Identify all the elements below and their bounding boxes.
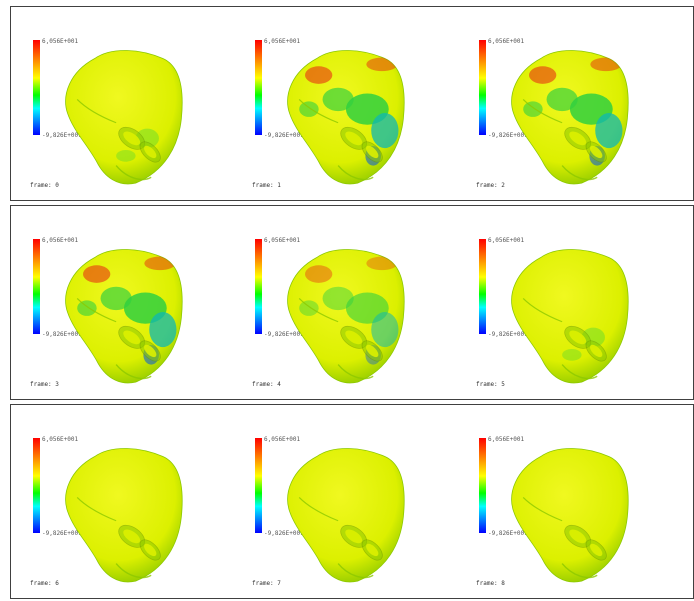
heart-surface-render: [65, 448, 183, 583]
colorbar-max-label: 6,056E+001: [42, 237, 79, 244]
frame-panel: 6,056E+001 -9,826E+001 frame: 7: [233, 405, 461, 598]
frame-label: frame: 8: [476, 580, 505, 587]
heart-surface-render: [65, 50, 183, 185]
frame-label: frame: 5: [476, 381, 505, 388]
frame-row-1: 6,056E+001 -9,826E+001 frame: 0 6,056E+0…: [10, 6, 694, 201]
colorbar-min-label: -9,826E+001: [42, 331, 82, 338]
colorbar-legend: [33, 239, 40, 334]
frame-panel: 6,056E+001 -9,826E+001 frame: 0: [11, 7, 239, 200]
colorbar-max-label: 6,056E+001: [42, 38, 79, 45]
frame-row-2: 6,056E+001 -9,826E+001 frame: 3 6,056E+0…: [10, 205, 694, 400]
frame-label: frame: 6: [30, 580, 59, 587]
frame-panel: 6,056E+001 -9,826E+001 frame: 6: [11, 405, 239, 598]
heart-surface-render: [511, 50, 629, 185]
frame-label: frame: 3: [30, 381, 59, 388]
colorbar-min-label: -9,826E+001: [264, 132, 304, 139]
colorbar-min-label: -9,826E+001: [264, 331, 304, 338]
heart-surface-render: [287, 448, 405, 583]
heart-surface-render: [287, 249, 405, 384]
colorbar-legend: [479, 40, 486, 135]
colorbar-legend: [479, 438, 486, 533]
heart-surface-render: [511, 448, 629, 583]
frame-panel: 6,056E+001 -9,826E+001 frame: 4: [233, 206, 461, 399]
colorbar-legend: [255, 40, 262, 135]
heart-surface-render: [287, 50, 405, 185]
frame-panel: 6,056E+001 -9,826E+001 frame: 1: [233, 7, 461, 200]
colorbar-max-label: 6,056E+001: [488, 436, 525, 443]
frame-panel: 6,056E+001 -9,826E+001 frame: 2: [457, 7, 685, 200]
colorbar-max-label: 6,056E+001: [264, 436, 301, 443]
colorbar-max-label: 6,056E+001: [488, 38, 525, 45]
heart-surface-render: [65, 249, 183, 384]
colorbar-legend: [255, 239, 262, 334]
frame-label: frame: 2: [476, 182, 505, 189]
frame-row-3: 6,056E+001 -9,826E+001 frame: 6 6,056E+0…: [10, 404, 694, 599]
frame-label: frame: 1: [252, 182, 281, 189]
colorbar-min-label: -9,826E+001: [264, 530, 304, 537]
colorbar-legend: [33, 40, 40, 135]
colorbar-min-label: -9,826E+001: [42, 132, 82, 139]
colorbar-min-label: -9,826E+001: [488, 132, 528, 139]
frame-panel: 6,056E+001 -9,826E+001 frame: 5: [457, 206, 685, 399]
colorbar-legend: [479, 239, 486, 334]
frame-panel: 6,056E+001 -9,826E+001 frame: 3: [11, 206, 239, 399]
colorbar-max-label: 6,056E+001: [488, 237, 525, 244]
frame-panel: 6,056E+001 -9,826E+001 frame: 8: [457, 405, 685, 598]
colorbar-max-label: 6,056E+001: [42, 436, 79, 443]
colorbar-min-label: -9,826E+001: [42, 530, 82, 537]
colorbar-min-label: -9,826E+001: [488, 331, 528, 338]
heart-surface-render: [511, 249, 629, 384]
frame-label: frame: 7: [252, 580, 281, 587]
frame-label: frame: 0: [30, 182, 59, 189]
colorbar-legend: [33, 438, 40, 533]
colorbar-max-label: 6,056E+001: [264, 237, 301, 244]
colorbar-max-label: 6,056E+001: [264, 38, 301, 45]
colorbar-min-label: -9,826E+001: [488, 530, 528, 537]
frame-label: frame: 4: [252, 381, 281, 388]
colorbar-legend: [255, 438, 262, 533]
